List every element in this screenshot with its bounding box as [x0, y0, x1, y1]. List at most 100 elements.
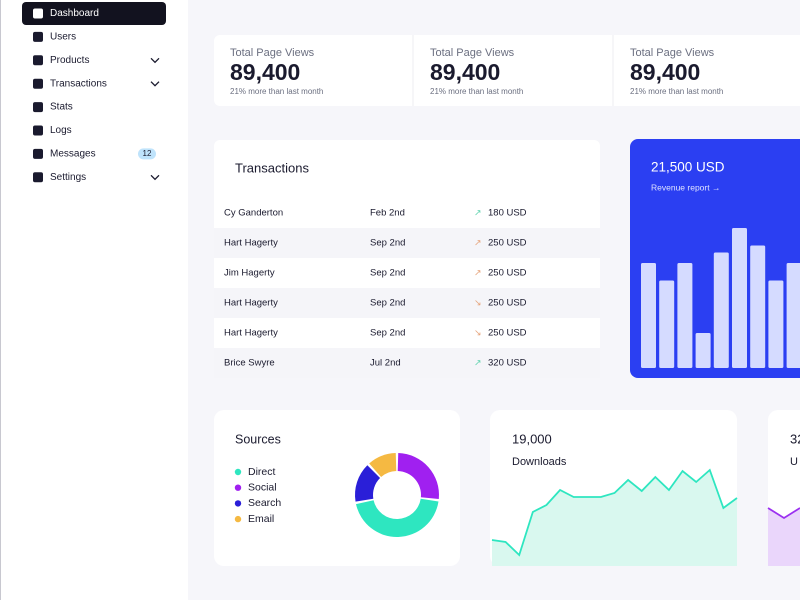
stat-title: Total Page Views — [230, 47, 315, 59]
cell-amount: 320 USD — [488, 358, 527, 369]
stat-label: U — [790, 456, 798, 468]
cell-date: Sep 2nd — [370, 298, 405, 309]
chevron — [150, 57, 160, 64]
nav-icon — [33, 102, 43, 113]
nav-label: Dashboard — [50, 8, 99, 19]
cell-trend: ↗ — [474, 207, 482, 217]
cell-amount: 250 USD — [488, 298, 527, 309]
donut-segment — [369, 453, 397, 478]
nav-item[interactable]: Settings — [33, 172, 160, 183]
legend-dot — [234, 500, 242, 507]
chevron — [150, 174, 160, 181]
nav-item[interactable]: Stats — [33, 102, 73, 113]
nav-label: Settings — [50, 172, 86, 183]
legend-label: Email — [248, 513, 274, 525]
nav-label: Stats — [50, 102, 73, 113]
stat-label: Downloads — [512, 456, 567, 468]
stat-value: 89,400 — [630, 59, 700, 85]
cell-trend: ↗ — [474, 357, 482, 367]
stat-title: Total Page Views — [430, 47, 515, 59]
nav-label: Transactions — [50, 78, 107, 89]
legend-dot — [234, 484, 242, 491]
cell-date: Feb 2nd — [370, 208, 405, 219]
stat-desc: 21% more than last month — [630, 87, 723, 96]
cell-date: Sep 2nd — [370, 268, 405, 279]
badge: 12 — [143, 149, 152, 158]
stat-value: 89,400 — [430, 59, 500, 85]
downloads-line — [491, 468, 738, 557]
cell-name: Hart Hagerty — [224, 328, 278, 339]
row-bg — [214, 288, 600, 318]
nav-item[interactable]: Dashboard — [22, 2, 166, 25]
legend-label: Social — [248, 481, 277, 493]
revenue-bar — [786, 263, 800, 368]
cell-name: Brice Swyre — [224, 358, 275, 369]
card-title: Transactions — [235, 160, 309, 175]
nav-item[interactable]: Logs — [33, 125, 72, 136]
cell-trend: ↘ — [474, 297, 482, 307]
revenue-bar — [659, 280, 675, 368]
nav-item[interactable]: Users — [33, 32, 76, 43]
cell-date: Sep 2nd — [370, 328, 405, 339]
nav-label: Messages — [50, 149, 96, 160]
cell-name: Hart Hagerty — [224, 238, 278, 249]
cell-trend: ↘ — [474, 327, 482, 337]
users-line — [767, 507, 800, 520]
row-bg — [214, 228, 600, 258]
donut-segment — [355, 498, 439, 538]
nav-active-bg — [22, 2, 166, 25]
cell-name: Jim Hagerty — [224, 268, 275, 279]
nav-item[interactable]: Messages 12 — [33, 148, 156, 160]
cell-amount: 250 USD — [488, 328, 527, 339]
revenue-link[interactable]: Revenue report → — [651, 182, 720, 192]
nav-label: Users — [50, 32, 76, 43]
nav-item[interactable]: Products — [33, 55, 160, 66]
cell-trend: ↗ — [474, 237, 482, 247]
cell-amount: 180 USD — [488, 208, 527, 219]
nav-label: Products — [50, 55, 89, 66]
legend-label: Search — [248, 497, 281, 509]
revenue-title: 21,500 USD — [651, 160, 725, 175]
users-area — [768, 508, 800, 566]
nav-icon — [33, 125, 43, 136]
badge-bg — [138, 148, 156, 160]
nav-icon — [33, 148, 43, 159]
stats-card — [214, 35, 800, 106]
donut-segment — [355, 465, 381, 502]
stat-title: Total Page Views — [630, 47, 715, 59]
revenue-bar — [750, 245, 766, 368]
cell-date: Jul 2nd — [370, 358, 401, 369]
cell-trend: ↗ — [474, 267, 482, 277]
stat-desc: 21% more than last month — [230, 87, 323, 96]
transactions-card — [214, 140, 600, 378]
revenue-bar — [677, 263, 693, 368]
legend-dot — [234, 468, 242, 476]
cell-name: Hart Hagerty — [224, 298, 278, 309]
revenue-bar — [695, 333, 711, 368]
stat-desc: 21% more than last month — [430, 87, 523, 96]
nav-icon — [33, 55, 43, 66]
card-title: Sources — [235, 432, 281, 446]
legend-label: Direct — [248, 466, 276, 478]
stat-value: 32 — [790, 431, 800, 446]
nav-icon — [33, 8, 43, 19]
chevron — [150, 81, 160, 87]
cell-amount: 250 USD — [488, 268, 527, 279]
nav-item[interactable]: Transactions — [33, 78, 160, 89]
stat-value: 19,000 — [512, 431, 552, 446]
cell-date: Sep 2nd — [370, 238, 405, 249]
revenue-bar — [732, 228, 747, 368]
cell-amount: 250 USD — [488, 238, 527, 249]
revenue-bar — [713, 252, 729, 368]
nav-label: Logs — [50, 125, 72, 136]
cell-name: Cy Ganderton — [224, 208, 283, 219]
downloads-area — [492, 470, 737, 566]
nav-icon — [33, 31, 43, 42]
donut-segment — [397, 453, 439, 500]
nav-icon — [33, 172, 43, 183]
nav-icon — [33, 78, 43, 89]
row-bg — [214, 348, 600, 378]
stat-value: 89,400 — [230, 59, 300, 85]
